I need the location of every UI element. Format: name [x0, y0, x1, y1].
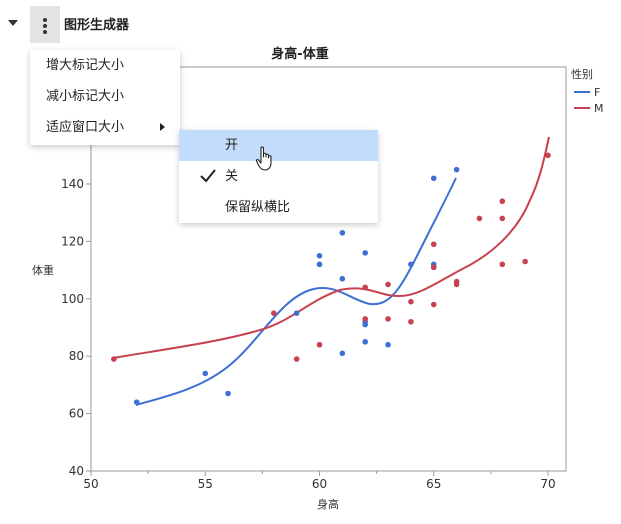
- legend-label-m: M: [594, 102, 604, 115]
- data-point-f: [408, 261, 414, 268]
- data-point-f: [362, 339, 369, 345]
- data-point-f: [293, 310, 300, 316]
- data-point-f: [362, 250, 369, 256]
- data-point-m: [453, 278, 460, 285]
- data-point-m: [362, 284, 369, 291]
- x-tick-label: 55: [198, 477, 213, 491]
- plot-frame: [90, 66, 567, 472]
- submenu-item-label: 关: [225, 169, 239, 184]
- x-axis: 50 55 60 65 70: [83, 471, 556, 491]
- data-point-f: [316, 261, 323, 268]
- data-point-f: [339, 275, 346, 282]
- smoother-line-m: [112, 136, 550, 359]
- legend-title: 性别: [571, 67, 593, 81]
- data-point-m: [316, 341, 323, 348]
- graph-builder-title: 图形生成器: [64, 18, 130, 33]
- x-tick-label: 50: [83, 477, 98, 491]
- data-point-m: [522, 258, 528, 265]
- legend-label-f: F: [594, 86, 600, 99]
- menu-item-decrease-marker-size[interactable]: 减小标记大小: [30, 81, 180, 112]
- data-point-m: [293, 356, 300, 362]
- data-point-m: [499, 261, 506, 268]
- menu-item-label: 减小标记大小: [46, 89, 125, 104]
- data-point-m: [111, 356, 117, 362]
- menu-item-label: 增大标记大小: [46, 58, 125, 73]
- context-menu: 增大标记大小 减小标记大小 适应窗口大小: [30, 50, 180, 145]
- y-tick-label: 40: [69, 464, 84, 478]
- y-tick-label: 80: [69, 349, 84, 363]
- data-point-m: [499, 215, 506, 222]
- disclosure-triangle-icon[interactable]: [8, 20, 18, 26]
- data-point-f: [133, 399, 140, 405]
- data-point-m: [499, 198, 506, 205]
- x-tick-label: 65: [426, 477, 441, 491]
- data-point-f: [225, 390, 231, 397]
- dot-icon: [43, 24, 47, 28]
- x-tick-label: 60: [312, 477, 327, 491]
- data-point-m: [408, 318, 414, 325]
- data-point-m: [545, 152, 551, 159]
- y-tick-label: 140: [61, 177, 84, 191]
- data-point-m: [271, 310, 277, 316]
- submenu: 开 关 保留纵横比: [179, 130, 378, 223]
- data-point-f: [339, 229, 346, 236]
- data-point-f: [453, 166, 460, 173]
- data-point-f: [316, 252, 323, 259]
- data-point-f: [202, 370, 209, 377]
- checkmark-icon: [200, 169, 216, 183]
- dot-icon: [43, 30, 47, 34]
- x-axis-label: 身高: [317, 497, 339, 511]
- data-point-f: [385, 341, 391, 348]
- submenu-item-keep-aspect-ratio[interactable]: 保留纵横比: [179, 192, 378, 223]
- data-point-m: [430, 264, 437, 271]
- data-points: [111, 152, 551, 405]
- data-point-m: [430, 301, 437, 308]
- y-axis-label: 体重: [32, 263, 54, 277]
- data-point-m: [476, 215, 483, 222]
- menu-item-increase-marker-size[interactable]: 增大标记大小: [30, 50, 180, 81]
- data-point-f: [430, 175, 437, 182]
- data-point-m: [430, 241, 437, 248]
- kebab-menu-button[interactable]: [30, 6, 60, 43]
- data-point-m: [385, 281, 391, 288]
- data-point-m: [385, 316, 391, 322]
- smoother-line-f: [135, 177, 457, 406]
- y-tick-label: 120: [61, 234, 84, 248]
- y-axis: 40 60 80 100 120 140: [61, 177, 91, 478]
- submenu-item-label: 开: [225, 138, 239, 153]
- data-point-f: [362, 321, 369, 328]
- data-point-m: [408, 298, 414, 305]
- submenu-arrow-icon: [160, 123, 165, 131]
- submenu-item-label: 保留纵横比: [225, 200, 291, 215]
- menu-item-fit-to-window[interactable]: 适应窗口大小: [30, 112, 180, 143]
- y-tick-label: 100: [61, 292, 84, 306]
- submenu-item-off[interactable]: 关: [179, 161, 378, 192]
- menu-item-label: 适应窗口大小: [46, 120, 125, 135]
- hand-cursor-icon: [255, 146, 272, 171]
- y-tick-label: 60: [69, 407, 84, 421]
- submenu-item-on[interactable]: 开: [179, 130, 378, 161]
- data-point-m: [362, 316, 369, 322]
- top-bar: 图形生成器: [0, 0, 621, 44]
- chart-title: 身高-体重: [271, 46, 328, 62]
- data-point-f: [339, 350, 346, 357]
- x-tick-label: 70: [540, 477, 555, 491]
- legend: 性别 F M: [571, 67, 604, 115]
- dot-icon: [43, 18, 47, 22]
